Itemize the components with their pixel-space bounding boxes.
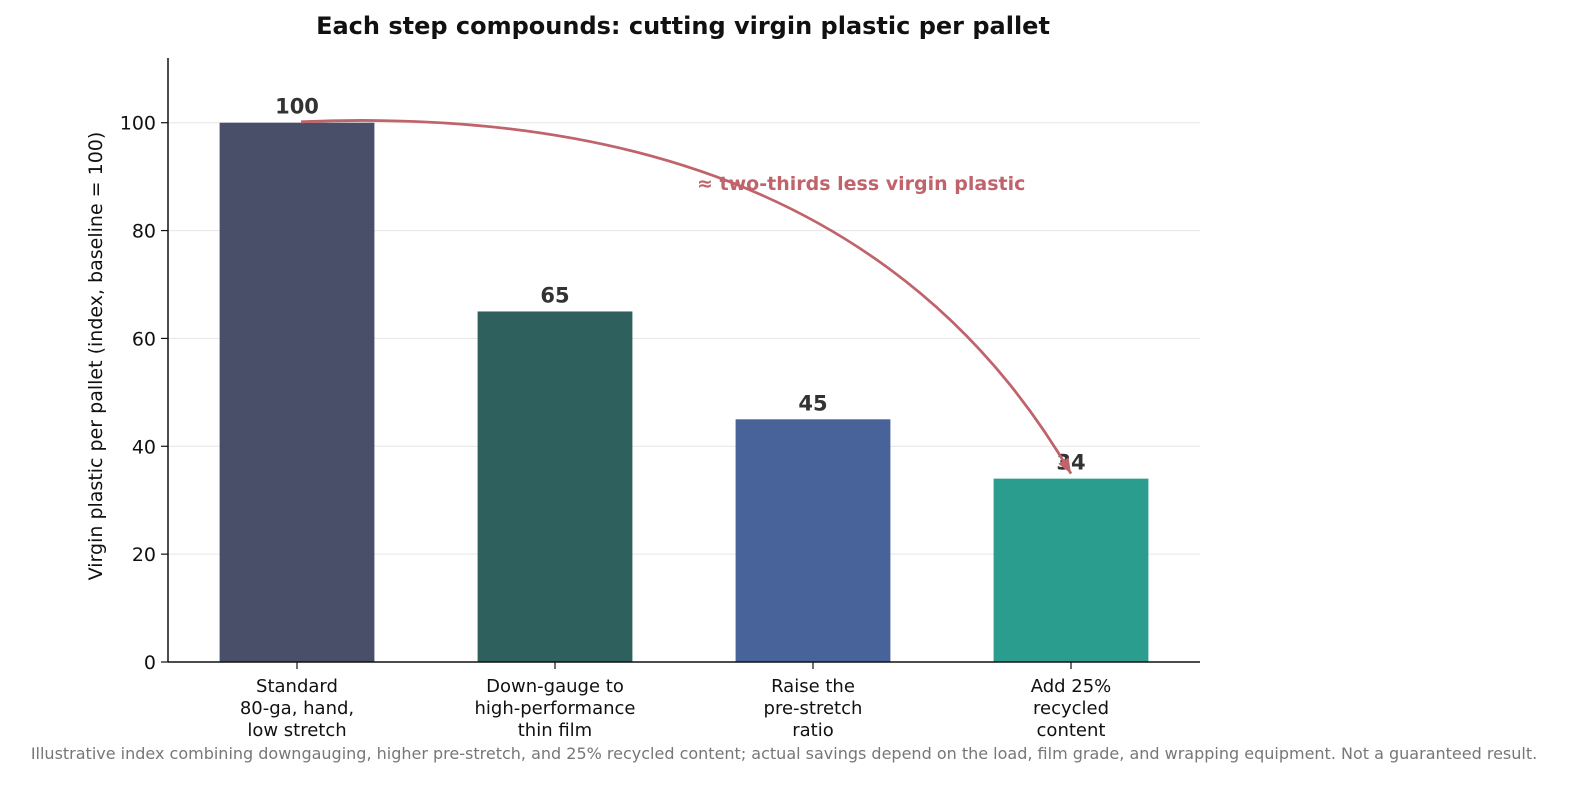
- x-tick-label-line: low stretch: [247, 720, 346, 741]
- x-tick-label-line: Raise the: [771, 676, 855, 697]
- annotation-text: ≈ two-thirds less virgin plastic: [697, 173, 1025, 195]
- x-tick-label-line: content: [1037, 720, 1106, 741]
- x-tick-label-line: high-performance: [474, 698, 635, 719]
- x-tick-label-4: Add 25% recycled content: [1031, 676, 1112, 741]
- footnote: Illustrative index combining downgauging…: [31, 744, 1537, 763]
- bar-3: [735, 419, 891, 662]
- annotation-arrow: [300, 119, 1073, 475]
- bar-2: [477, 311, 633, 662]
- data-label-3: 45: [798, 391, 827, 415]
- x-tick-label-line: recycled: [1033, 698, 1109, 719]
- bars: [219, 122, 1149, 662]
- x-tick-label-line: 80-ga, hand,: [240, 698, 354, 719]
- x-tick-label-line: thin film: [518, 720, 592, 741]
- x-tick-label-1: Standard 80-ga, hand, low stretch: [240, 676, 354, 741]
- y-tick-label-20: 20: [132, 544, 156, 566]
- x-tick-label-line: Standard: [256, 676, 338, 697]
- x-tick-label-line: ratio: [792, 720, 834, 741]
- annotation: ≈ two-thirds less virgin plastic: [300, 119, 1073, 475]
- y-tick-label-60: 60: [132, 328, 156, 350]
- axes: [167, 58, 1200, 663]
- x-ticks: Standard 80-ga, hand, low stretch Down-gaug…: [240, 662, 1111, 741]
- x-tick-label-line: Down-gauge to: [486, 676, 624, 697]
- x-tick-label-line: pre-stretch: [764, 698, 863, 719]
- x-tick-label-2: Down-gauge to high-performance thin film: [474, 676, 635, 741]
- chart-title: Each step compounds: cutting virgin plas…: [316, 12, 1050, 40]
- x-tick-label-line: Add 25%: [1031, 676, 1112, 697]
- y-tick-label-100: 100: [120, 113, 156, 135]
- y-tick-label-80: 80: [132, 221, 156, 243]
- x-tick-label-3: Raise the pre-stretch ratio: [764, 676, 863, 741]
- bar-1: [219, 122, 375, 662]
- annotation-arrowhead: [1058, 457, 1071, 474]
- bar-4: [993, 478, 1149, 662]
- y-axis-label: Virgin plastic per pallet (index, baseli…: [85, 132, 107, 581]
- data-label-2: 65: [540, 283, 569, 307]
- y-tick-label-40: 40: [132, 436, 156, 458]
- data-label-1: 100: [275, 95, 319, 119]
- y-tick-label-0: 0: [144, 652, 156, 674]
- y-ticks: 0 20 40 60 80 100: [120, 113, 168, 674]
